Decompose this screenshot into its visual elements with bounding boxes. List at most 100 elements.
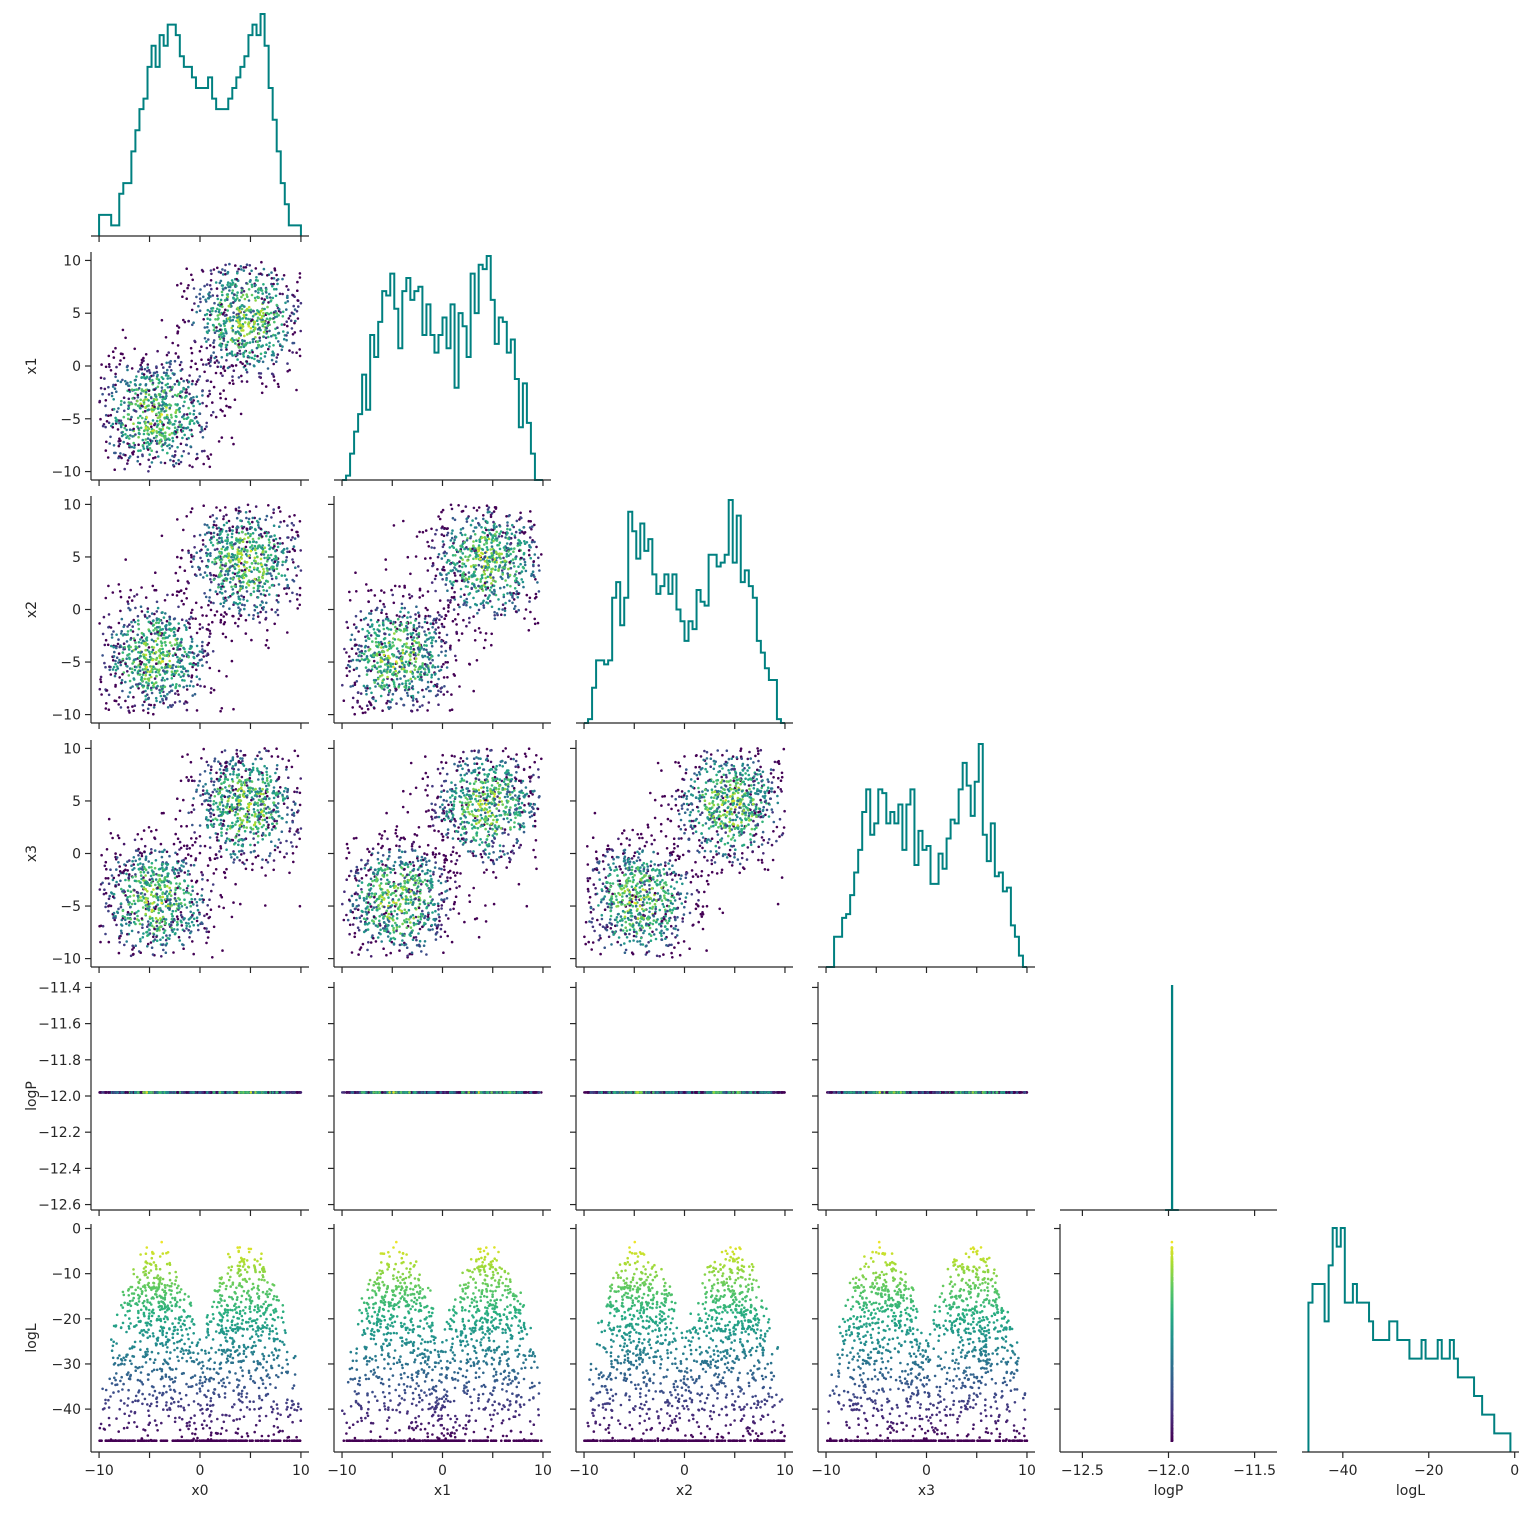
point (291, 333, 295, 336)
point (174, 419, 177, 423)
point (475, 659, 479, 662)
point (387, 693, 390, 697)
point (463, 593, 466, 596)
point (291, 312, 294, 315)
point (251, 540, 255, 543)
point (239, 318, 242, 321)
point (209, 691, 213, 694)
point (242, 329, 245, 332)
point (475, 539, 478, 542)
point (399, 629, 403, 632)
point (268, 556, 271, 560)
point (211, 309, 214, 313)
point (296, 289, 299, 293)
point (489, 513, 493, 517)
point (185, 708, 189, 712)
point (265, 567, 269, 570)
point (118, 658, 121, 662)
point (506, 524, 509, 527)
point (195, 551, 198, 554)
point (109, 369, 113, 372)
point (536, 581, 539, 584)
point (374, 637, 378, 640)
point (179, 442, 183, 446)
point (225, 293, 229, 296)
point (494, 593, 498, 597)
point (240, 530, 244, 534)
point (244, 368, 248, 372)
point (217, 329, 220, 333)
point (267, 538, 271, 541)
point (178, 684, 181, 688)
point (154, 571, 157, 574)
point (118, 696, 121, 699)
point (132, 709, 135, 712)
y-axis-label: x1 (24, 357, 40, 374)
point (192, 422, 196, 425)
point (427, 701, 431, 704)
point (404, 682, 408, 685)
point (245, 333, 249, 336)
point (208, 635, 211, 638)
point (190, 359, 193, 363)
point (158, 654, 162, 657)
point (268, 323, 271, 327)
point (298, 354, 302, 358)
point (273, 315, 277, 319)
point (497, 535, 501, 538)
point (209, 552, 212, 555)
point (180, 454, 184, 458)
point (272, 313, 276, 316)
point (445, 527, 449, 530)
point (144, 653, 148, 657)
point (506, 583, 509, 587)
point (205, 404, 208, 408)
point (114, 346, 117, 350)
point (513, 574, 516, 578)
point (240, 291, 243, 294)
point (270, 608, 274, 611)
point (487, 596, 490, 599)
point (155, 412, 158, 416)
point (166, 382, 169, 386)
point (208, 392, 212, 396)
point (509, 552, 512, 556)
point (442, 607, 446, 610)
point (362, 652, 366, 656)
point (184, 921, 188, 925)
point (398, 623, 402, 627)
point (439, 668, 443, 672)
point (216, 297, 220, 301)
point (134, 433, 137, 436)
point (244, 309, 247, 313)
point (222, 906, 225, 910)
point (242, 580, 245, 584)
point (139, 678, 143, 681)
point (174, 352, 178, 355)
point (254, 336, 257, 339)
point (401, 651, 405, 655)
point (261, 576, 265, 580)
point (140, 368, 144, 371)
point (140, 389, 144, 392)
point (133, 704, 137, 707)
point (533, 617, 536, 621)
point (136, 614, 140, 618)
point (220, 536, 223, 540)
point (196, 456, 199, 460)
point (141, 639, 145, 642)
point (232, 603, 235, 606)
point (154, 395, 158, 398)
point (159, 395, 162, 399)
point (104, 425, 107, 429)
point (160, 381, 164, 385)
point (171, 654, 175, 657)
point (240, 574, 244, 578)
point (141, 438, 145, 442)
point (448, 559, 451, 562)
point (395, 688, 398, 691)
point (140, 676, 143, 679)
point (261, 292, 265, 295)
point (222, 615, 225, 618)
